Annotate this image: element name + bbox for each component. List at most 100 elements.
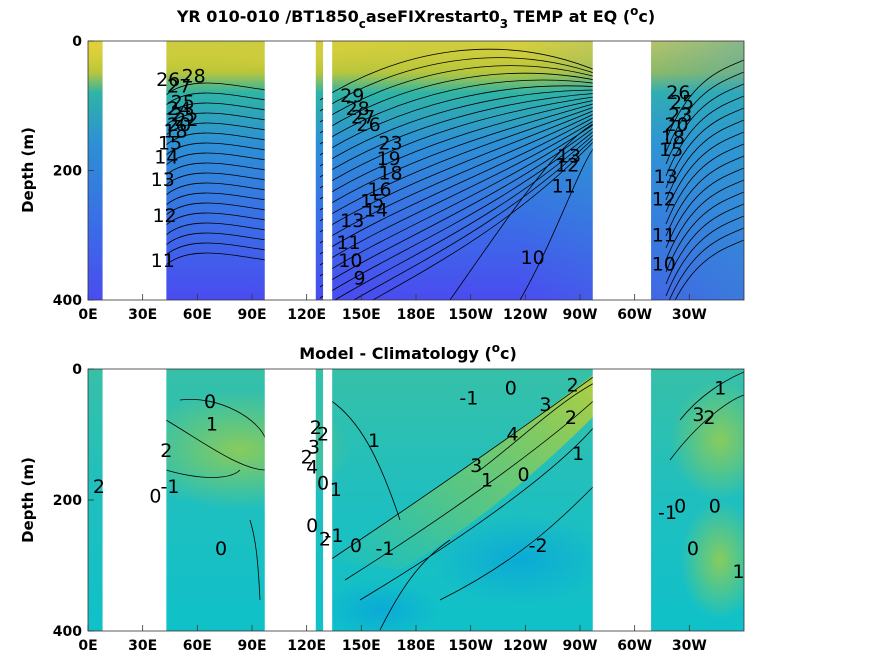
contour-label: 2 — [310, 417, 322, 439]
top-x-axis: 0E 30E 60E 90E 120E 150E 180E 150W 120W 90W 60W 30W — [78, 294, 707, 323]
contour-label: 10 — [338, 250, 362, 272]
isotherm — [319, 101, 601, 211]
contour-label: 11 — [336, 232, 360, 254]
contour-label: 0 — [317, 473, 329, 495]
x-tick-label: 30W — [672, 307, 707, 323]
isotherm — [165, 102, 267, 116]
isotherm — [165, 222, 267, 236]
x-tick-label: 180E — [397, 638, 436, 654]
land-gap — [102, 368, 167, 632]
isotherm — [665, 95, 744, 177]
land-gap — [264, 40, 316, 301]
contour-label: 13 — [557, 145, 581, 167]
contour-label: 4 — [507, 424, 519, 446]
contour-label: 16 — [367, 179, 391, 201]
contour-label: 2 — [93, 476, 105, 498]
isotherm — [319, 104, 601, 222]
isotherm — [319, 116, 601, 266]
contour-label: 23 — [378, 132, 402, 154]
anomaly-contour — [329, 399, 401, 521]
isotherm — [165, 172, 267, 186]
contour-label: 28 — [346, 98, 370, 120]
isotherm — [319, 107, 601, 233]
isotherm — [665, 119, 744, 201]
contour-label: 15 — [158, 132, 182, 154]
y-tick-label: 200 — [53, 164, 82, 180]
isotherm — [319, 98, 601, 200]
land-gap — [592, 368, 652, 632]
contour-label: 2 — [317, 424, 329, 446]
top-y-axis: 0 200 400 — [53, 34, 94, 309]
contour-label: 26 — [156, 69, 180, 91]
y-tick-label: 200 — [53, 493, 82, 509]
contour-label: 28 — [182, 66, 206, 88]
contour-label: 2 — [319, 528, 331, 550]
isotherm — [665, 131, 744, 213]
top-contour-lines — [165, 48, 744, 300]
contour-label: 26 — [666, 82, 690, 104]
isotherm — [319, 65, 601, 123]
x-tick-label: 150W — [448, 638, 493, 654]
x-tick-label: 30W — [672, 638, 707, 654]
contour-label: 1 — [368, 430, 380, 452]
top-panel: YR 010-010 /BT1850caseFIXrestart03 TEMP … — [19, 4, 745, 323]
contour-label: 2 — [703, 407, 715, 429]
isotherm — [165, 232, 267, 246]
x-tick-label: 60E — [183, 638, 212, 654]
anomaly-contour — [249, 519, 261, 601]
isotherm — [665, 143, 744, 225]
contour-label: 14 — [154, 147, 178, 169]
y-tick-label: 400 — [53, 624, 82, 640]
contour-label: -1 — [325, 525, 344, 547]
anomaly-contour — [679, 371, 744, 421]
contour-label: 0 — [687, 538, 699, 560]
isotherm — [319, 110, 601, 244]
contour-label: 15 — [659, 139, 683, 161]
contour-label: 2 — [301, 446, 313, 468]
contour-label: 27 — [167, 75, 191, 97]
contour-label: 0 — [204, 391, 216, 413]
contour-label: 2 — [567, 374, 579, 396]
isotherm — [665, 59, 744, 141]
x-tick-label: 90W — [563, 307, 598, 323]
isotherm — [665, 215, 744, 297]
isotherm — [665, 155, 744, 237]
isotherm — [165, 182, 267, 196]
isotherm — [165, 112, 267, 126]
contour-label: 25 — [171, 92, 195, 114]
contour-label: 0 — [350, 535, 362, 557]
contour-label: 13 — [151, 169, 175, 191]
contour-label: 22 — [174, 109, 198, 131]
isotherm — [319, 92, 601, 178]
contour-label: 23 — [668, 104, 692, 126]
land-gap — [264, 368, 316, 632]
contour-label: 3 — [692, 404, 704, 426]
x-tick-label: 90W — [563, 638, 598, 654]
top-panel-title: YR 010-010 /BT1850caseFIXrestart03 TEMP … — [176, 4, 655, 31]
isotherm — [165, 212, 267, 226]
y-tick-label: 0 — [72, 34, 82, 50]
isotherm — [665, 167, 744, 249]
contour-label: 0 — [149, 486, 161, 508]
contour-label: 20 — [167, 114, 191, 136]
contour-label: 1 — [481, 469, 493, 491]
isotherm — [165, 202, 267, 216]
contour-label: 3 — [539, 394, 551, 416]
contour-label: 26 — [357, 114, 381, 136]
anomaly-contour — [165, 469, 241, 478]
x-tick-label: 180E — [397, 307, 436, 323]
bottom-x-axis: 0E 30E 60E 90E 120E 150E 180E 150W 120W 90W 60W 30W — [78, 625, 707, 654]
contour-label: 0 — [215, 538, 227, 560]
contour-label: 1 — [714, 378, 726, 400]
isotherm — [665, 203, 744, 285]
contour-label: 0 — [505, 378, 517, 400]
bottom-contour-lines — [165, 371, 744, 631]
isotherm — [449, 119, 601, 300]
isotherm — [319, 113, 601, 255]
x-tick-label: 0E — [78, 638, 97, 654]
top-y-axis-label: Depth (m) — [19, 127, 37, 213]
isotherm — [665, 191, 744, 273]
isotherm — [165, 142, 267, 156]
contour-label: 13 — [654, 166, 678, 188]
